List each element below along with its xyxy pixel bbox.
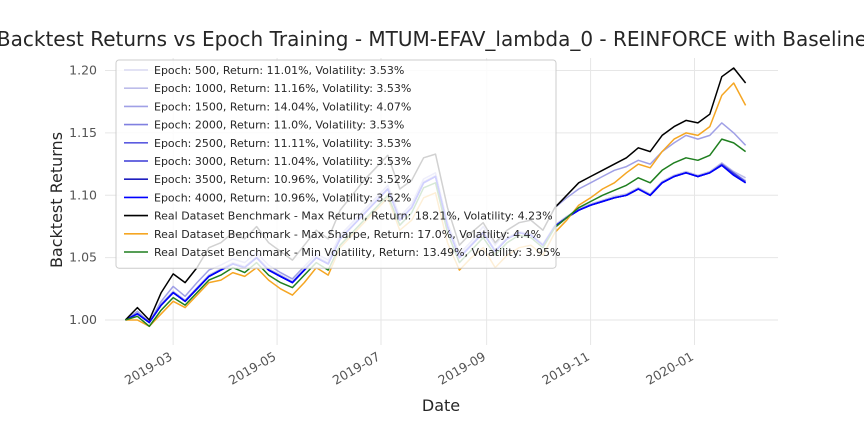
x-axis-label: Date: [422, 396, 460, 415]
legend-entry: Epoch: 2500, Return: 11.11%, Volatility:…: [154, 137, 411, 150]
x-tick-label: 2019-07: [330, 349, 383, 388]
x-axis-ticks: 2019-03 2019-05 2019-07 2019-09 2019-11 2020-…: [122, 349, 696, 388]
x-tick-label: 2019-03: [122, 349, 175, 388]
y-tick-label: 1.00: [69, 312, 97, 327]
y-tick-label: 1.15: [69, 125, 97, 140]
legend-entry: Real Dataset Benchmark - Max Return, Ret…: [154, 210, 553, 223]
legend-entry: Epoch: 1000, Return: 11.16%, Volatility:…: [154, 82, 411, 95]
legend-entry: Real Dataset Benchmark - Max Sharpe, Ret…: [154, 228, 541, 241]
legend-entry: Epoch: 4000, Return: 10.96%, Volatility:…: [154, 191, 411, 204]
legend-entry: Epoch: 3000, Return: 11.04%, Volatility:…: [154, 155, 411, 168]
chart-title: Backtest Returns vs Epoch Training - MTU…: [0, 27, 864, 51]
x-tick-label: 2019-05: [226, 349, 279, 388]
x-tick-label: 2019-09: [435, 349, 488, 388]
y-tick-label: 1.20: [69, 62, 97, 77]
y-axis-label: Backtest Returns: [47, 132, 66, 268]
legend-entry: Epoch: 2000, Return: 11.0%, Volatility: …: [154, 119, 404, 132]
y-tick-label: 1.05: [69, 250, 97, 265]
legend-entry: Real Dataset Benchmark - Min Volatility,…: [154, 246, 560, 259]
y-tick-label: 1.10: [69, 187, 97, 202]
legend-entry: Epoch: 1500, Return: 14.04%, Volatility:…: [154, 100, 411, 113]
x-tick-label: 2019-11: [539, 349, 592, 388]
legend-entry: Epoch: 500, Return: 11.01%, Volatility: …: [154, 64, 404, 77]
legend: Epoch: 500, Return: 11.01%, Volatility: …: [115, 59, 560, 269]
x-tick-label: 2020-01: [643, 349, 696, 388]
legend-entry: Epoch: 3500, Return: 10.96%, Volatility:…: [154, 173, 411, 186]
legend-box: [115, 59, 557, 269]
y-axis-ticks: 1.00 1.05 1.10 1.15 1.20: [69, 62, 97, 327]
